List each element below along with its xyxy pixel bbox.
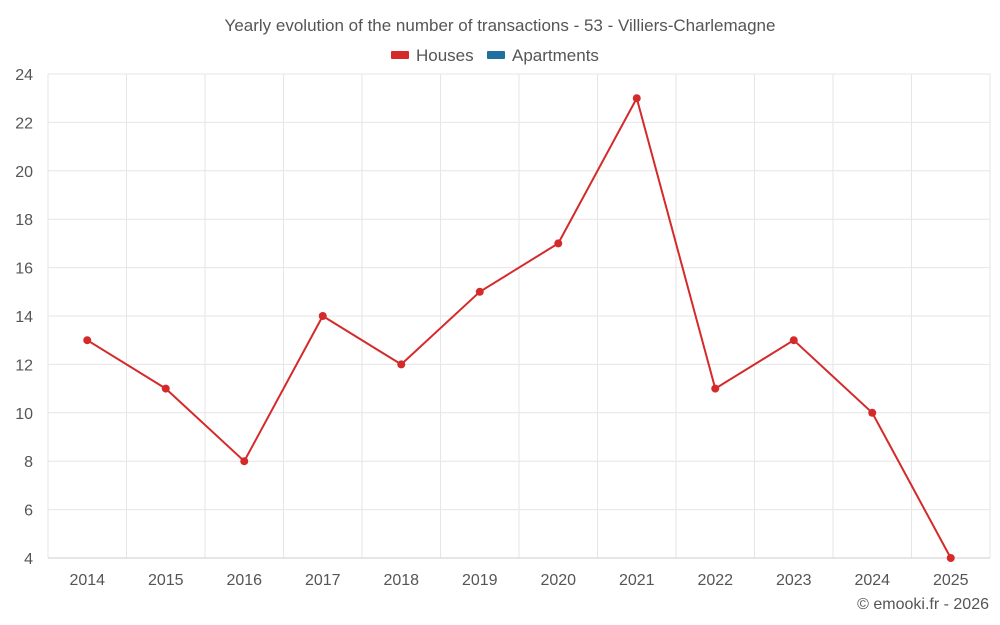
data-point-houses-2024[interactable] xyxy=(868,408,877,417)
x-tick-label: 2015 xyxy=(148,572,184,589)
series-houses xyxy=(83,94,955,562)
y-axis-ticks: 4 6 8 10 12 14 16 18 20 22 24 xyxy=(15,67,33,568)
data-point-houses-2017[interactable] xyxy=(318,312,327,320)
y-tick-label: 8 xyxy=(24,454,33,471)
y-tick-label: 6 xyxy=(24,503,33,520)
credit-text: © emooki.fr - 2026 xyxy=(857,596,989,613)
x-tick-label: 2024 xyxy=(854,572,890,589)
data-point-houses-2022[interactable] xyxy=(711,384,720,393)
legend-item-houses[interactable]: Houses xyxy=(391,46,474,65)
x-tick-label: 2023 xyxy=(776,572,812,589)
legend-swatch-apartments xyxy=(487,51,505,59)
y-tick-label: 4 xyxy=(24,551,33,568)
x-axis-ticks: 2014 2015 2016 2017 2018 2019 2020 2021 2022 2023… xyxy=(69,572,968,589)
x-tick-label: 2021 xyxy=(619,572,655,589)
legend-swatch-houses xyxy=(391,51,409,59)
data-point-houses-2021[interactable] xyxy=(632,94,641,103)
x-tick-label: 2018 xyxy=(383,572,419,589)
y-tick-label: 18 xyxy=(15,212,33,229)
data-point-houses-2015[interactable] xyxy=(161,384,170,393)
x-tick-label: 2020 xyxy=(540,572,576,589)
y-tick-label: 16 xyxy=(15,261,33,278)
x-tick-label: 2025 xyxy=(933,572,969,589)
grid xyxy=(47,73,991,559)
x-tick-label: 2014 xyxy=(69,572,105,589)
data-point-houses-2016[interactable] xyxy=(240,457,249,466)
data-point-houses-2019[interactable] xyxy=(475,287,484,296)
y-tick-label: 22 xyxy=(15,115,33,132)
x-tick-label: 2019 xyxy=(462,572,498,589)
data-point-houses-2014[interactable] xyxy=(83,336,92,345)
y-tick-label: 24 xyxy=(15,67,33,84)
series-line-houses xyxy=(86,97,952,559)
data-point-houses-2023[interactable] xyxy=(789,336,798,345)
y-tick-label: 20 xyxy=(15,164,33,181)
data-point-houses-2020[interactable] xyxy=(554,239,563,248)
chart-title: Yearly evolution of the number of transa… xyxy=(225,16,776,35)
y-tick-label: 10 xyxy=(15,406,33,423)
legend-item-apartments[interactable]: Apartments xyxy=(487,46,599,65)
x-tick-label: 2016 xyxy=(226,572,262,589)
legend-label-houses: Houses xyxy=(416,46,474,65)
y-tick-label: 14 xyxy=(15,309,33,326)
x-tick-label: 2017 xyxy=(305,572,341,589)
data-point-houses-2025[interactable] xyxy=(946,554,955,562)
y-tick-label: 12 xyxy=(15,357,33,374)
legend: Houses Apartments xyxy=(391,46,599,65)
data-point-houses-2018[interactable] xyxy=(397,360,406,369)
legend-label-apartments: Apartments xyxy=(512,46,599,65)
x-tick-label: 2022 xyxy=(697,572,733,589)
